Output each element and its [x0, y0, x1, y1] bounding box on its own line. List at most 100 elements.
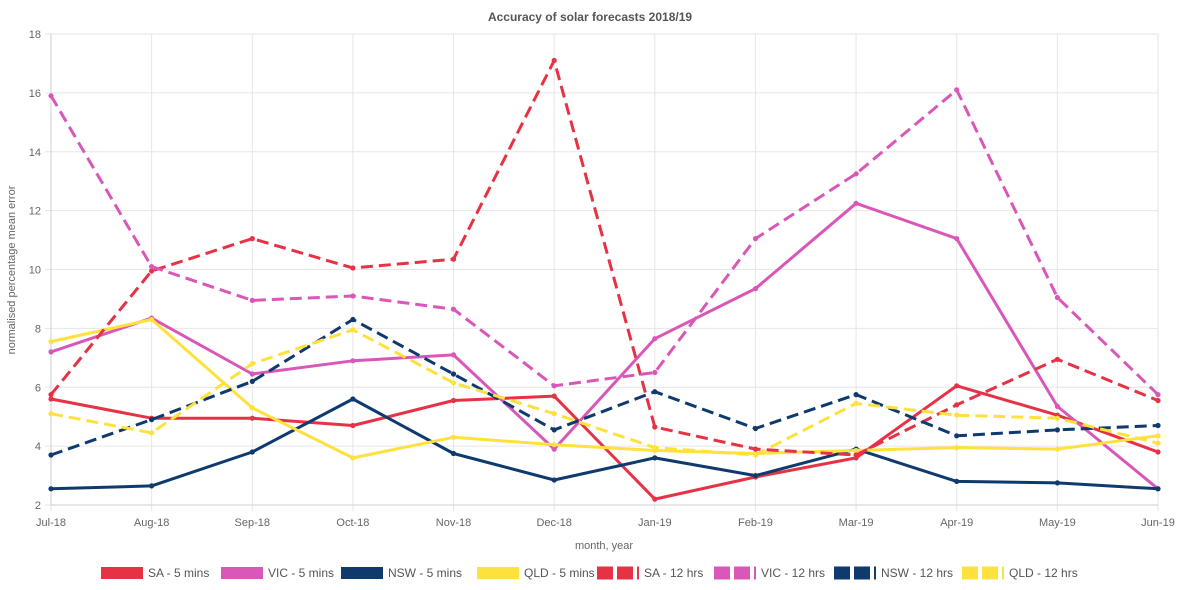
data-point	[249, 371, 255, 377]
data-point	[450, 256, 457, 262]
x-tick-label: Dec-18	[536, 517, 571, 529]
legend-label: VIC - 5 mins	[268, 566, 334, 580]
x-axis-label: month, year	[575, 540, 633, 552]
data-point	[1155, 440, 1161, 446]
data-point	[551, 393, 557, 399]
x-tick-label: Mar-19	[839, 517, 874, 529]
data-point	[350, 265, 356, 271]
data-point	[350, 293, 356, 299]
data-point	[551, 411, 557, 417]
data-point	[48, 486, 54, 492]
series-7	[48, 327, 1161, 458]
data-point	[249, 297, 255, 303]
y-tick-label: 8	[35, 323, 41, 335]
data-point	[1054, 403, 1060, 409]
legend-item[interactable]: NSW - 12 hrs	[834, 566, 953, 580]
data-point	[48, 396, 54, 402]
data-point	[450, 352, 457, 358]
data-point	[149, 430, 155, 436]
legend-item[interactable]: NSW - 5 mins	[341, 566, 462, 580]
data-point	[1155, 397, 1161, 404]
data-point	[1054, 446, 1060, 452]
data-point	[350, 455, 356, 461]
data-point	[450, 397, 457, 404]
y-tick-label: 2	[35, 500, 41, 512]
data-point	[1155, 486, 1161, 492]
y-tick-label: 6	[35, 382, 41, 394]
chart-title: Accuracy of solar forecasts 2018/19	[488, 10, 692, 24]
series-line	[50, 397, 1159, 491]
y-tick-label: 10	[29, 265, 41, 277]
legend-item[interactable]: VIC - 12 hrs	[714, 566, 825, 580]
legend-label: VIC - 12 hrs	[761, 566, 825, 580]
series-line	[50, 328, 1159, 457]
legend: SA - 5 mins VIC - 5 mins NSW - 5 mins QLD -…	[101, 566, 1078, 580]
data-point	[48, 93, 54, 99]
data-point	[1155, 433, 1161, 439]
data-point	[853, 400, 859, 406]
data-point	[48, 392, 54, 398]
data-point	[350, 316, 356, 323]
data-point	[551, 427, 557, 433]
legend-item[interactable]: SA - 12 hrs	[597, 566, 703, 580]
data-point	[149, 483, 155, 489]
x-tick-label: Aug-18	[134, 517, 169, 529]
data-point	[954, 402, 960, 408]
data-point	[652, 455, 658, 461]
y-axis-label: normalised percentage mean error	[6, 185, 18, 354]
data-point	[752, 236, 759, 242]
data-point	[249, 378, 255, 384]
x-tick-label: Nov-18	[436, 517, 471, 529]
data-point	[249, 405, 255, 411]
legend-label: NSW - 12 hrs	[881, 566, 953, 580]
x-axis-ticks: Jul-18 Aug-18 Sep-18 Oct-18 Nov-18 Dec-18 Jan-…	[36, 517, 1175, 529]
data-point	[450, 434, 457, 440]
data-point	[551, 442, 557, 448]
y-tick-label: 12	[29, 206, 41, 218]
data-point	[350, 358, 356, 364]
data-point	[853, 200, 859, 206]
data-point	[1155, 392, 1161, 398]
data-point	[1054, 356, 1060, 362]
data-point	[752, 452, 759, 458]
series-line	[49, 88, 1160, 396]
series-4	[48, 57, 1161, 458]
data-point	[48, 349, 54, 355]
x-tick-label: Jun-19	[1141, 517, 1175, 529]
x-tick-label: Sep-18	[235, 517, 270, 529]
legend-item[interactable]: QLD - 5 mins	[477, 566, 595, 580]
data-point	[853, 171, 859, 177]
data-point	[350, 422, 356, 429]
data-point	[1155, 449, 1161, 455]
data-point	[954, 445, 960, 451]
legend-label: QLD - 12 hrs	[1009, 566, 1078, 580]
series-line	[50, 318, 1159, 457]
series-6	[48, 316, 1161, 458]
data-point	[450, 306, 457, 312]
data-point	[249, 415, 255, 421]
data-point	[350, 327, 356, 333]
series-line	[50, 318, 1159, 460]
grid-lines	[45, 33, 1159, 511]
x-tick-label: Feb-19	[738, 517, 773, 529]
x-tick-label: Jan-19	[638, 517, 672, 529]
series-line	[50, 201, 1159, 490]
data-point	[1054, 294, 1060, 301]
data-point	[1054, 480, 1060, 486]
legend-item[interactable]: QLD - 12 hrs	[962, 566, 1078, 580]
legend-item[interactable]: SA - 5 mins	[101, 566, 209, 580]
data-point	[954, 478, 960, 484]
data-point	[652, 369, 658, 376]
data-point	[1054, 427, 1060, 433]
x-tick-label: Oct-18	[336, 517, 369, 529]
series-2	[48, 396, 1161, 492]
data-point	[450, 380, 457, 386]
data-point	[652, 445, 658, 451]
series-lines	[48, 57, 1161, 502]
data-point	[752, 425, 759, 432]
data-point	[149, 417, 155, 423]
legend-item[interactable]: VIC - 5 mins	[221, 566, 334, 580]
series-3	[48, 316, 1161, 461]
data-point	[149, 264, 155, 270]
